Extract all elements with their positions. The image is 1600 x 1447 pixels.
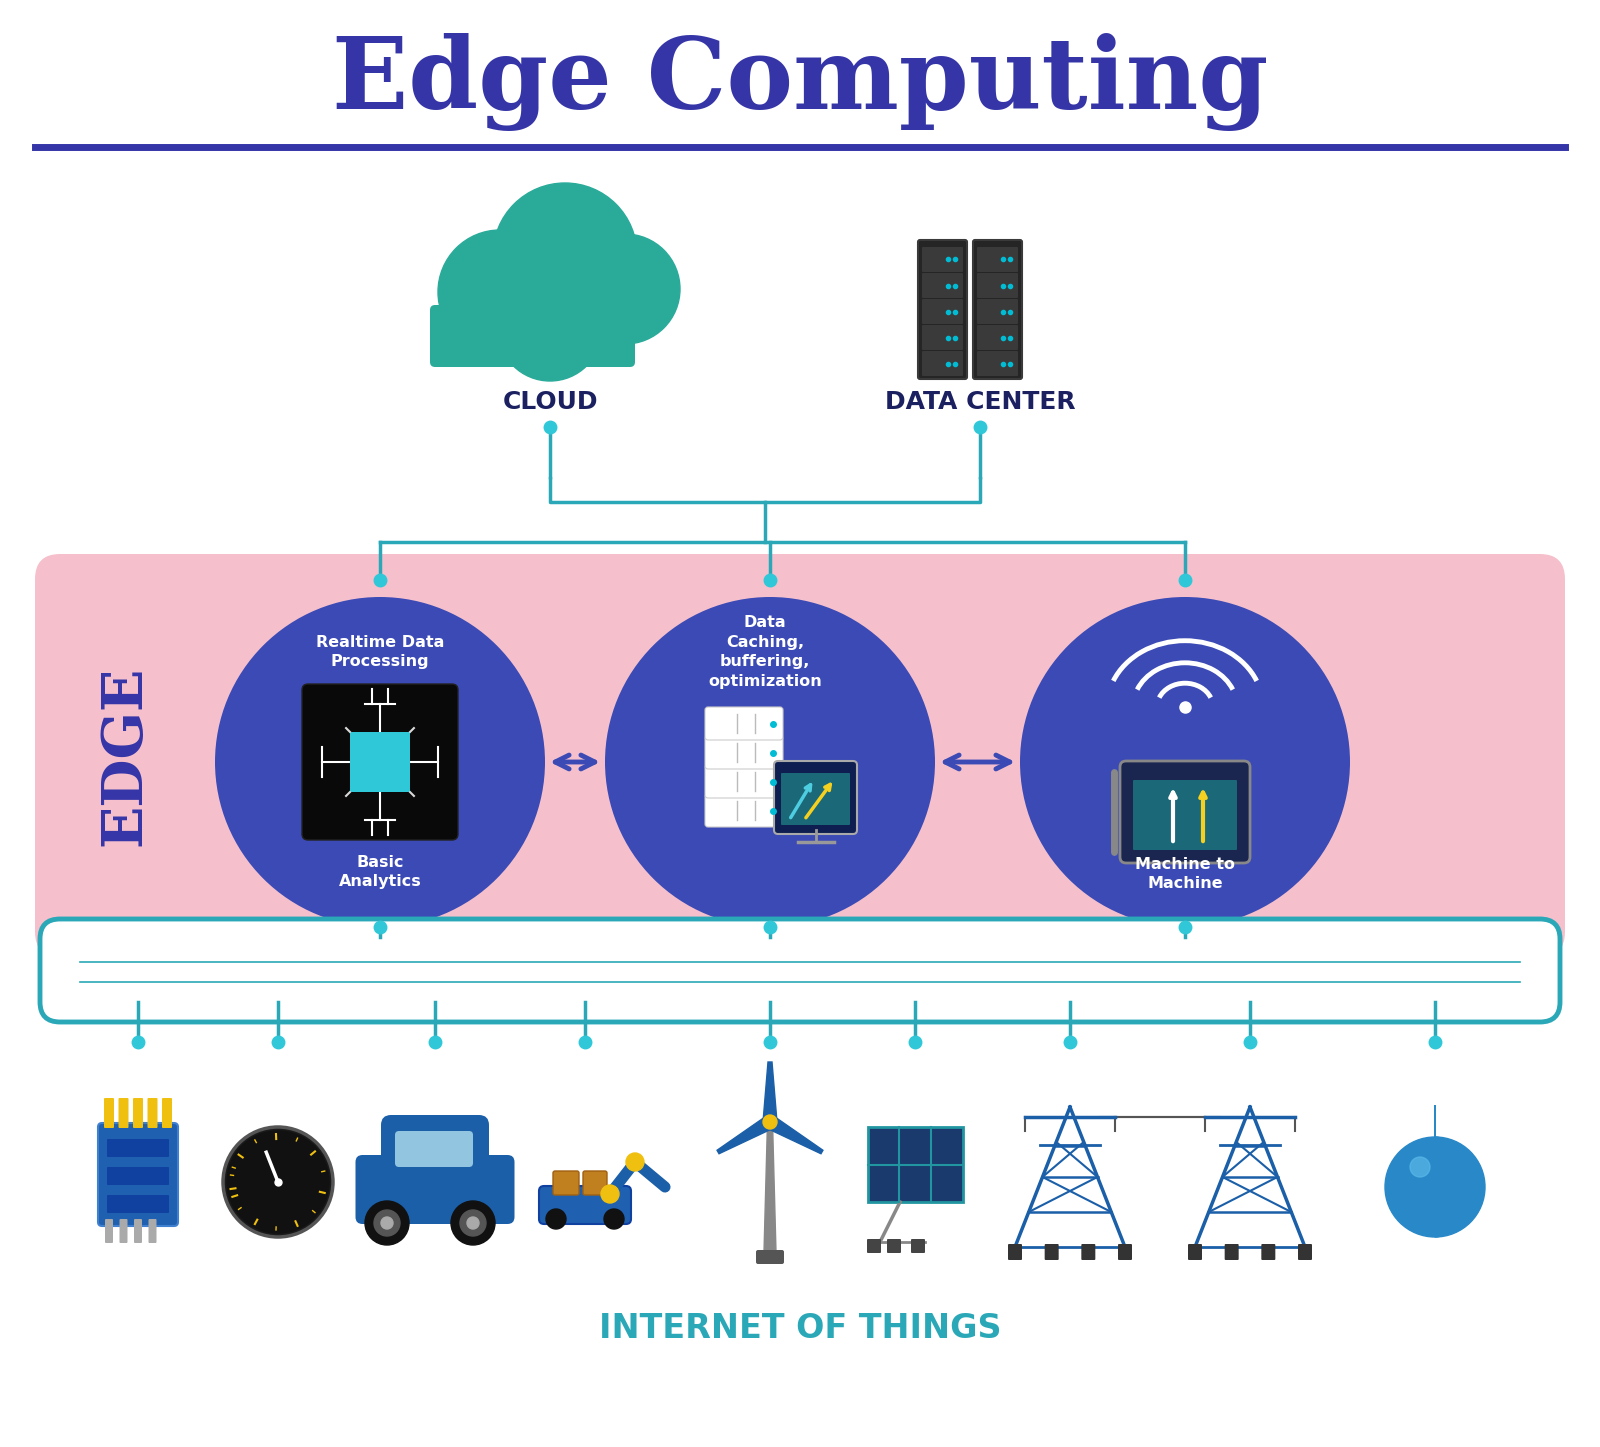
Text: EDGE: EDGE xyxy=(98,666,152,845)
FancyBboxPatch shape xyxy=(774,761,858,833)
FancyBboxPatch shape xyxy=(355,1155,515,1224)
Circle shape xyxy=(602,1185,619,1202)
Circle shape xyxy=(626,1153,643,1171)
Text: DATA CENTER: DATA CENTER xyxy=(885,391,1075,414)
FancyBboxPatch shape xyxy=(107,1195,170,1213)
Polygon shape xyxy=(717,1116,773,1153)
FancyBboxPatch shape xyxy=(40,919,1560,1022)
FancyBboxPatch shape xyxy=(922,247,963,272)
Circle shape xyxy=(214,598,546,928)
Text: Data
Caching,
buffering,
optimization: Data Caching, buffering, optimization xyxy=(709,615,822,689)
FancyBboxPatch shape xyxy=(922,273,963,298)
Polygon shape xyxy=(765,1121,776,1252)
Circle shape xyxy=(1410,1158,1430,1176)
FancyBboxPatch shape xyxy=(978,247,1018,272)
Circle shape xyxy=(498,276,602,381)
FancyBboxPatch shape xyxy=(706,794,782,828)
Circle shape xyxy=(546,1210,566,1229)
FancyBboxPatch shape xyxy=(706,708,782,739)
Circle shape xyxy=(493,182,637,327)
FancyBboxPatch shape xyxy=(149,1218,157,1243)
FancyBboxPatch shape xyxy=(350,732,410,792)
FancyBboxPatch shape xyxy=(134,1218,142,1243)
FancyBboxPatch shape xyxy=(1118,1244,1133,1260)
Circle shape xyxy=(381,1217,394,1229)
FancyBboxPatch shape xyxy=(922,326,963,350)
Circle shape xyxy=(438,230,562,355)
FancyBboxPatch shape xyxy=(107,1166,170,1185)
FancyBboxPatch shape xyxy=(118,1098,128,1129)
Circle shape xyxy=(605,1210,624,1229)
FancyBboxPatch shape xyxy=(554,1171,579,1195)
FancyBboxPatch shape xyxy=(978,273,1018,298)
FancyBboxPatch shape xyxy=(922,352,963,376)
FancyBboxPatch shape xyxy=(1261,1244,1275,1260)
FancyBboxPatch shape xyxy=(978,352,1018,376)
FancyBboxPatch shape xyxy=(1224,1244,1238,1260)
FancyBboxPatch shape xyxy=(539,1187,630,1224)
FancyBboxPatch shape xyxy=(1133,780,1237,849)
FancyBboxPatch shape xyxy=(978,300,1018,324)
Circle shape xyxy=(227,1132,330,1233)
FancyBboxPatch shape xyxy=(910,1239,925,1253)
Circle shape xyxy=(365,1201,410,1244)
Text: Realtime Data
Processing: Realtime Data Processing xyxy=(315,635,445,670)
FancyBboxPatch shape xyxy=(162,1098,171,1129)
Text: Basic
Analytics: Basic Analytics xyxy=(339,855,421,890)
Circle shape xyxy=(374,1210,400,1236)
Polygon shape xyxy=(763,1062,778,1121)
FancyBboxPatch shape xyxy=(381,1116,490,1176)
FancyBboxPatch shape xyxy=(886,1239,901,1253)
FancyBboxPatch shape xyxy=(395,1132,474,1166)
FancyBboxPatch shape xyxy=(133,1098,142,1129)
Text: Edge Computing: Edge Computing xyxy=(331,33,1269,132)
Circle shape xyxy=(451,1201,494,1244)
FancyBboxPatch shape xyxy=(922,300,963,324)
FancyBboxPatch shape xyxy=(302,684,458,841)
FancyBboxPatch shape xyxy=(1082,1244,1096,1260)
FancyBboxPatch shape xyxy=(918,240,966,379)
FancyBboxPatch shape xyxy=(582,1171,606,1195)
FancyBboxPatch shape xyxy=(867,1239,882,1253)
FancyBboxPatch shape xyxy=(147,1098,157,1129)
Circle shape xyxy=(1386,1137,1485,1237)
FancyBboxPatch shape xyxy=(706,765,782,797)
Circle shape xyxy=(570,234,680,344)
FancyBboxPatch shape xyxy=(1298,1244,1312,1260)
Polygon shape xyxy=(1435,1106,1462,1237)
Circle shape xyxy=(605,598,934,928)
FancyBboxPatch shape xyxy=(757,1250,784,1265)
Polygon shape xyxy=(867,1127,963,1202)
FancyBboxPatch shape xyxy=(706,737,782,768)
FancyBboxPatch shape xyxy=(120,1218,128,1243)
FancyBboxPatch shape xyxy=(973,240,1022,379)
Polygon shape xyxy=(766,1116,822,1153)
FancyBboxPatch shape xyxy=(106,1218,114,1243)
Circle shape xyxy=(1021,598,1350,928)
Circle shape xyxy=(222,1127,333,1237)
Text: CLOUD: CLOUD xyxy=(502,391,598,414)
Text: Machine to
Machine: Machine to Machine xyxy=(1134,857,1235,891)
FancyBboxPatch shape xyxy=(430,305,635,368)
Circle shape xyxy=(467,1217,478,1229)
FancyBboxPatch shape xyxy=(98,1123,178,1226)
Circle shape xyxy=(461,1210,486,1236)
FancyBboxPatch shape xyxy=(1120,761,1250,862)
FancyBboxPatch shape xyxy=(978,326,1018,350)
FancyBboxPatch shape xyxy=(104,1098,114,1129)
FancyBboxPatch shape xyxy=(1008,1244,1022,1260)
Text: INTERNET OF THINGS: INTERNET OF THINGS xyxy=(598,1312,1002,1346)
FancyBboxPatch shape xyxy=(1187,1244,1202,1260)
FancyBboxPatch shape xyxy=(1045,1244,1059,1260)
Circle shape xyxy=(763,1116,778,1129)
FancyBboxPatch shape xyxy=(781,773,850,825)
FancyBboxPatch shape xyxy=(35,554,1565,956)
FancyBboxPatch shape xyxy=(107,1139,170,1158)
